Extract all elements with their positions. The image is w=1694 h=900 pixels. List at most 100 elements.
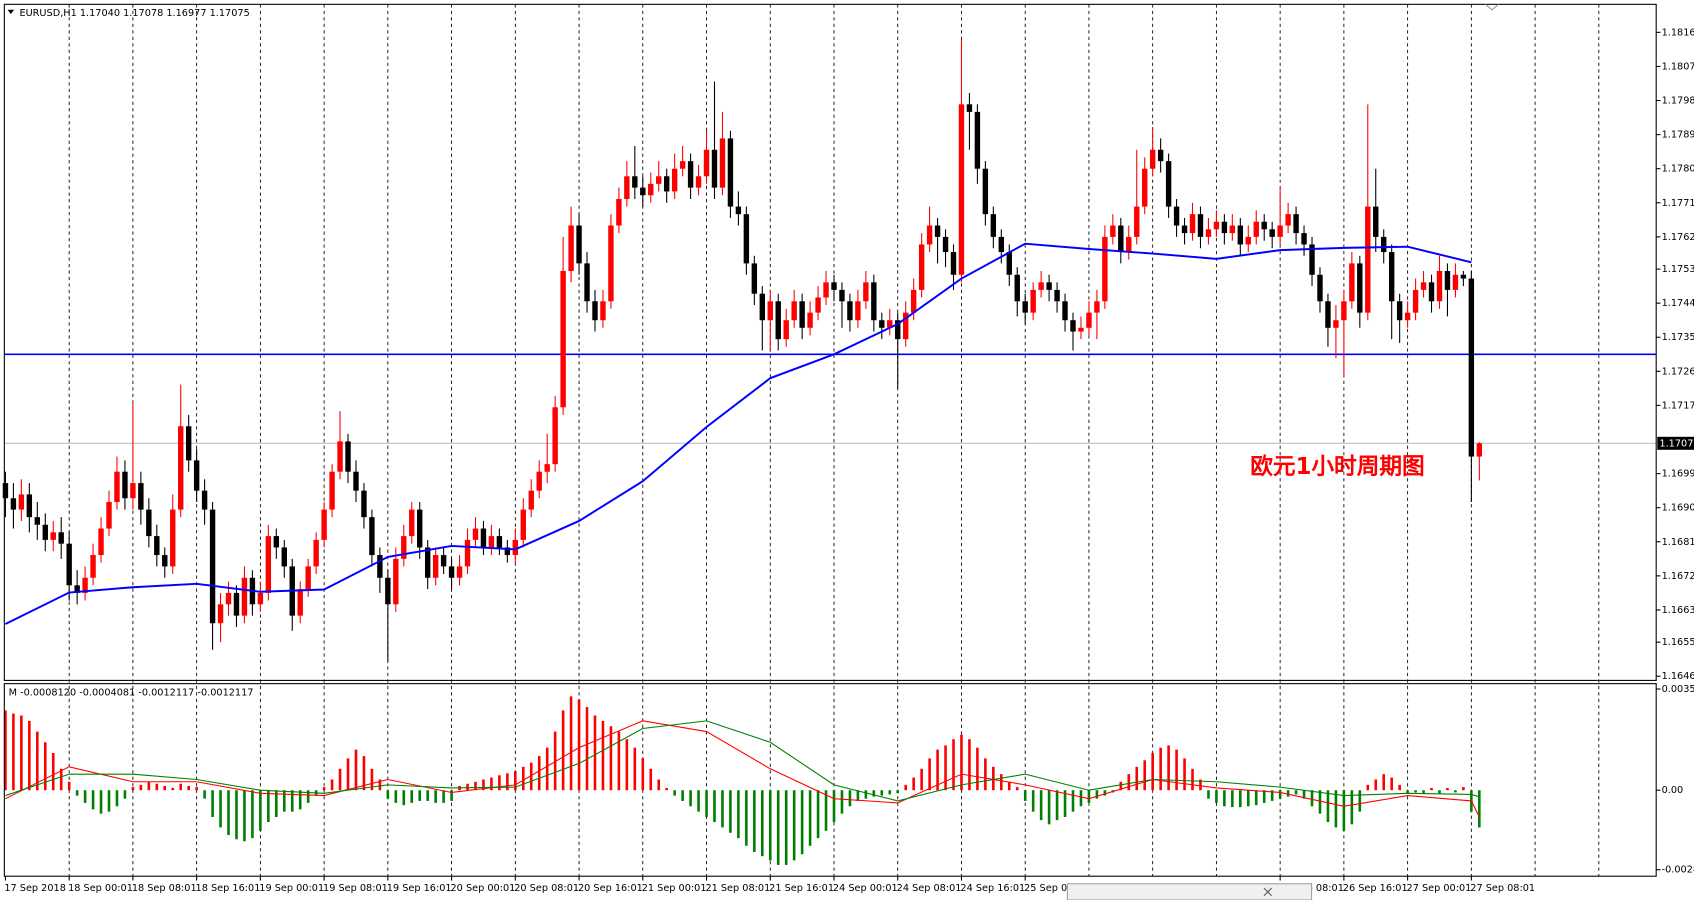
- histogram-bar: [1254, 790, 1258, 806]
- candle-body: [146, 509, 152, 537]
- candle-body: [544, 464, 550, 472]
- histogram-bar: [920, 768, 923, 791]
- candle-body: [632, 176, 638, 188]
- histogram-bar: [737, 790, 740, 839]
- histogram-bar: [1414, 790, 1417, 793]
- candle-body: [584, 263, 590, 302]
- candle-body: [1436, 270, 1443, 302]
- candle-body: [281, 547, 287, 567]
- chart-title: EURUSD,H1 1.17040 1.17078 1.16977 1.1707…: [19, 8, 249, 19]
- histogram-bar: [219, 790, 222, 828]
- candle-body: [648, 183, 654, 196]
- histogram-bar: [1310, 790, 1314, 807]
- histogram-bar: [211, 790, 214, 817]
- y-tick-label: 1.16635: [1662, 605, 1694, 616]
- candle-body: [409, 509, 415, 537]
- histogram-bar: [792, 790, 796, 861]
- candle-body: [1253, 221, 1259, 237]
- overlay-window: [1066, 883, 1313, 900]
- histogram-bar: [115, 790, 119, 807]
- x-tick-label: 18 Sep 16:01: [196, 883, 261, 894]
- candle-body: [1165, 161, 1172, 207]
- histogram-bar: [784, 790, 788, 865]
- histogram-bar: [434, 790, 437, 803]
- candle-body: [1317, 274, 1323, 302]
- histogram-bar: [1103, 790, 1107, 796]
- histogram-bar: [1422, 790, 1425, 794]
- x-tick-label: 21 Sep 08:01: [705, 883, 770, 894]
- candle-body: [1365, 206, 1371, 313]
- candle-body: [273, 536, 280, 548]
- y-tick-label: 1.17800: [1662, 164, 1694, 175]
- candle-body: [592, 301, 598, 321]
- candle-body: [703, 149, 710, 177]
- candle-body: [233, 592, 240, 616]
- candle-body: [895, 320, 901, 340]
- close-icon[interactable]: [1263, 887, 1272, 897]
- y-tick-label: 1.17535: [1662, 264, 1694, 275]
- candle-body: [1157, 149, 1164, 162]
- menu-arrow[interactable]: [7, 9, 15, 15]
- candle-body: [337, 441, 343, 472]
- x-tick-label: 17 Sep 2018: [4, 883, 66, 894]
- candle-body: [640, 187, 646, 196]
- histogram-bar: [330, 779, 334, 791]
- candle-body: [536, 471, 542, 491]
- candle-body: [1293, 214, 1299, 234]
- histogram-bar: [370, 768, 374, 791]
- histogram-bar: [410, 790, 414, 803]
- x-tick-label: 18 Sep 00:01: [68, 883, 133, 894]
- candle-body: [1086, 312, 1092, 328]
- histogram-bar: [1175, 749, 1178, 791]
- histogram-bar: [91, 790, 95, 810]
- candle-body: [2, 483, 9, 499]
- grid: [68, 4, 1600, 877]
- y-tick-label: 1.16995: [1662, 469, 1694, 480]
- histogram-bar: [649, 768, 653, 791]
- histogram-bar: [139, 784, 143, 791]
- candle-body: [305, 566, 311, 590]
- histogram-bar: [290, 790, 294, 812]
- histogram-bar: [872, 790, 876, 797]
- candle-body: [1341, 301, 1347, 321]
- candle-body: [1301, 233, 1307, 245]
- histogram-bar: [1462, 787, 1465, 791]
- candle-body: [823, 282, 829, 298]
- histogram-bar: [1191, 768, 1194, 791]
- histogram-bar: [593, 715, 597, 791]
- candle-body: [1412, 289, 1419, 313]
- candle-body: [98, 528, 104, 556]
- candle-body: [10, 498, 17, 510]
- candle-body: [178, 426, 184, 510]
- candle-body: [982, 168, 989, 215]
- shift-marker[interactable]: [1485, 3, 1499, 11]
- candle-body: [942, 236, 949, 253]
- y-tick-label: 1.16725: [1662, 571, 1694, 582]
- candle-body: [1245, 236, 1251, 245]
- candle-body: [1046, 282, 1052, 290]
- candle-body: [361, 490, 367, 518]
- histogram-bar: [689, 790, 692, 807]
- candle-body: [783, 320, 789, 340]
- candle-body: [1054, 289, 1060, 302]
- candle-body: [1452, 274, 1459, 290]
- candle-body: [512, 539, 519, 556]
- candle-body: [767, 301, 773, 321]
- y-tick-label: 1.17890: [1662, 130, 1694, 141]
- candle-body: [910, 289, 917, 313]
- candle-body: [1269, 229, 1275, 237]
- candle-body: [1062, 301, 1068, 321]
- candle-body: [1229, 225, 1236, 234]
- candle-body: [1213, 221, 1220, 230]
- candle-body: [472, 528, 479, 540]
- histogram-bar: [322, 787, 326, 791]
- candle-body: [225, 592, 232, 605]
- histogram-bar: [1382, 774, 1386, 791]
- candle-body: [217, 604, 224, 624]
- candle-body: [138, 483, 144, 510]
- histogram-bar: [1223, 790, 1226, 807]
- candle-body: [1388, 252, 1395, 302]
- histogram-bar: [1374, 779, 1378, 791]
- candle-body: [791, 301, 797, 321]
- candle-body: [624, 176, 630, 200]
